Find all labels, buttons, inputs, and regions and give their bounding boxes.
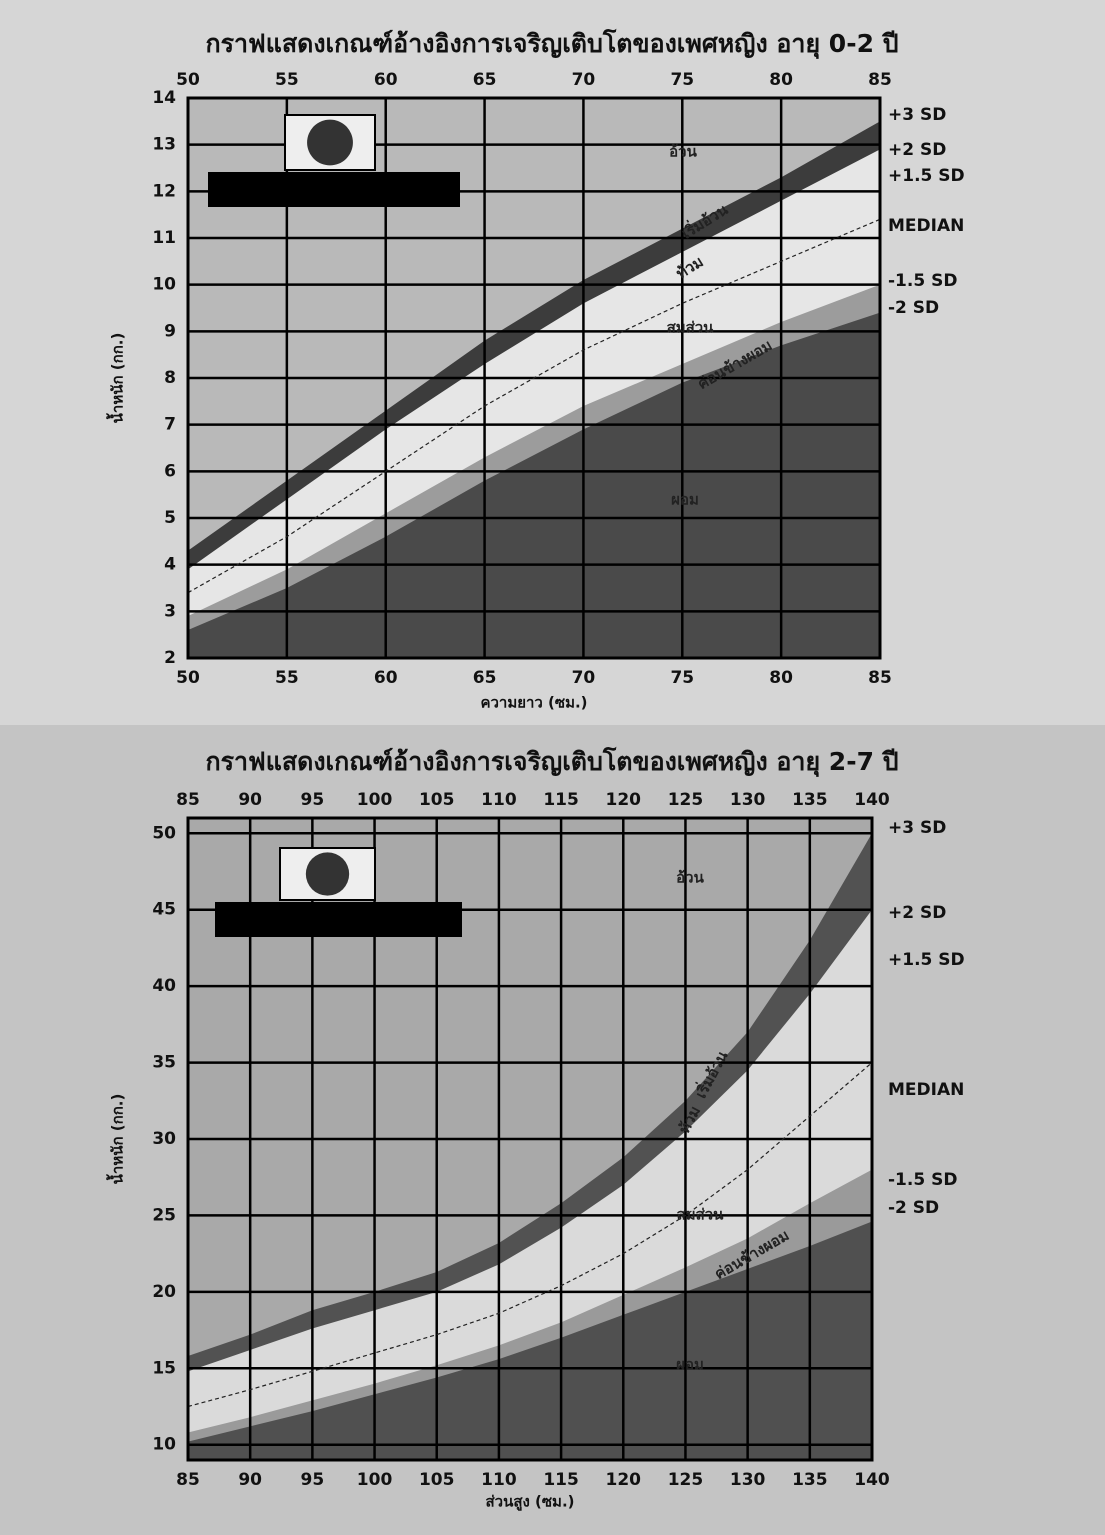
x-tick-label: 110 [481, 1470, 517, 1490]
sd-label: +2 SD [888, 140, 946, 160]
name-bar [215, 902, 462, 937]
x-tick-label: 85 [868, 70, 892, 90]
x-tick-label: 115 [543, 790, 579, 810]
y-tick-label: 6 [164, 461, 176, 481]
x-tick-label: 120 [606, 1470, 642, 1490]
x-tick-label: 125 [668, 1470, 704, 1490]
y-tick-label: 15 [152, 1358, 176, 1378]
y-tick-label: 25 [152, 1205, 176, 1225]
band-label: อ้วน [669, 143, 697, 161]
sd-label: -1.5 SD [888, 1170, 957, 1190]
y-tick-label: 35 [152, 1053, 176, 1073]
sd-label: +2 SD [888, 903, 946, 923]
sd-label: -2 SD [888, 1198, 939, 1218]
x-tick-label: 130 [730, 790, 766, 810]
child-face [306, 852, 349, 895]
y-tick-label: 13 [152, 135, 176, 155]
x-tick-label: 130 [730, 1470, 766, 1490]
band-label: ผอม [671, 491, 699, 509]
y-axis-title: น้ำหนัก (กก.) [106, 333, 127, 424]
sd-label: +1.5 SD [888, 166, 965, 186]
y-tick-label: 10 [152, 275, 176, 295]
name-bar [208, 172, 460, 207]
y-tick-label: 4 [164, 555, 176, 575]
y-tick-label: 12 [152, 181, 176, 201]
x-tick-label: 95 [301, 1470, 325, 1490]
x-tick-label: 60 [374, 70, 398, 90]
x-tick-label: 110 [481, 790, 517, 810]
sd-label: +1.5 SD [888, 950, 965, 970]
sd-label: -2 SD [888, 298, 939, 318]
x-tick-label: 120 [606, 790, 642, 810]
x-tick-label: 135 [792, 790, 828, 810]
x-tick-label: 65 [473, 668, 497, 688]
y-tick-label: 50 [152, 823, 176, 843]
x-tick-label: 85 [176, 1470, 200, 1490]
x-tick-label: 75 [670, 70, 694, 90]
y-tick-label: 3 [164, 601, 176, 621]
band-label: สมส่วน [667, 319, 715, 337]
chart-title: กราฟแสดงเกณฑ์อ้างอิงการเจริญเติบโตของเพศ… [205, 746, 898, 778]
x-tick-label: 95 [301, 790, 325, 810]
x-tick-label: 100 [357, 790, 393, 810]
band-label: อ้วน [676, 869, 704, 887]
y-axis-title: น้ำหนัก (กก.) [106, 1094, 127, 1185]
y-tick-label: 2 [164, 648, 176, 668]
y-tick-label: 11 [152, 228, 176, 248]
chart-title: กราฟแสดงเกณฑ์อ้างอิงการเจริญเติบโตของเพศ… [205, 28, 898, 60]
y-tick-label: 8 [164, 368, 176, 388]
y-tick-label: 9 [164, 321, 176, 341]
y-tick-label: 7 [164, 415, 176, 435]
x-tick-label: 50 [176, 70, 200, 90]
y-tick-label: 20 [152, 1282, 176, 1302]
sd-label: +3 SD [888, 818, 946, 838]
sd-label: -1.5 SD [888, 271, 957, 291]
y-tick-label: 40 [152, 976, 176, 996]
x-tick-label: 100 [357, 1470, 393, 1490]
x-tick-label: 70 [572, 70, 596, 90]
page: กราฟแสดงเกณฑ์อ้างอิงการเจริญเติบโตของเพศ… [0, 0, 1105, 1535]
y-tick-label: 45 [152, 900, 176, 920]
x-tick-label: 75 [670, 668, 694, 688]
x-tick-label: 80 [769, 70, 793, 90]
x-tick-label: 85 [868, 668, 892, 688]
y-tick-label: 5 [164, 508, 176, 528]
x-tick-label: 85 [176, 790, 200, 810]
x-tick-label: 125 [668, 790, 704, 810]
x-tick-label: 140 [854, 790, 890, 810]
x-tick-label: 65 [473, 70, 497, 90]
x-tick-label: 80 [769, 668, 793, 688]
x-tick-label: 140 [854, 1470, 890, 1490]
y-tick-label: 14 [152, 88, 176, 108]
x-axis-title: ความยาว (ซม.) [480, 694, 587, 712]
x-tick-label: 90 [238, 1470, 262, 1490]
band-label: สมส่วน [677, 1206, 725, 1224]
x-tick-label: 115 [543, 1470, 579, 1490]
x-tick-label: 135 [792, 1470, 828, 1490]
x-tick-label: 50 [176, 668, 200, 688]
x-tick-label: 105 [419, 1470, 455, 1490]
band-label: ผอม [676, 1356, 704, 1374]
x-tick-label: 55 [275, 70, 299, 90]
y-tick-label: 30 [152, 1129, 176, 1149]
y-tick-label: 10 [152, 1435, 176, 1455]
x-tick-label: 60 [374, 668, 398, 688]
sd-label: +3 SD [888, 105, 946, 125]
x-tick-label: 70 [572, 668, 596, 688]
sd-label: MEDIAN [888, 1080, 964, 1100]
x-axis-title: ส่วนสูง (ซม.) [485, 1493, 574, 1512]
x-tick-label: 55 [275, 668, 299, 688]
x-tick-label: 90 [238, 790, 262, 810]
sd-label: MEDIAN [888, 216, 964, 236]
x-tick-label: 105 [419, 790, 455, 810]
child-face [307, 120, 353, 166]
